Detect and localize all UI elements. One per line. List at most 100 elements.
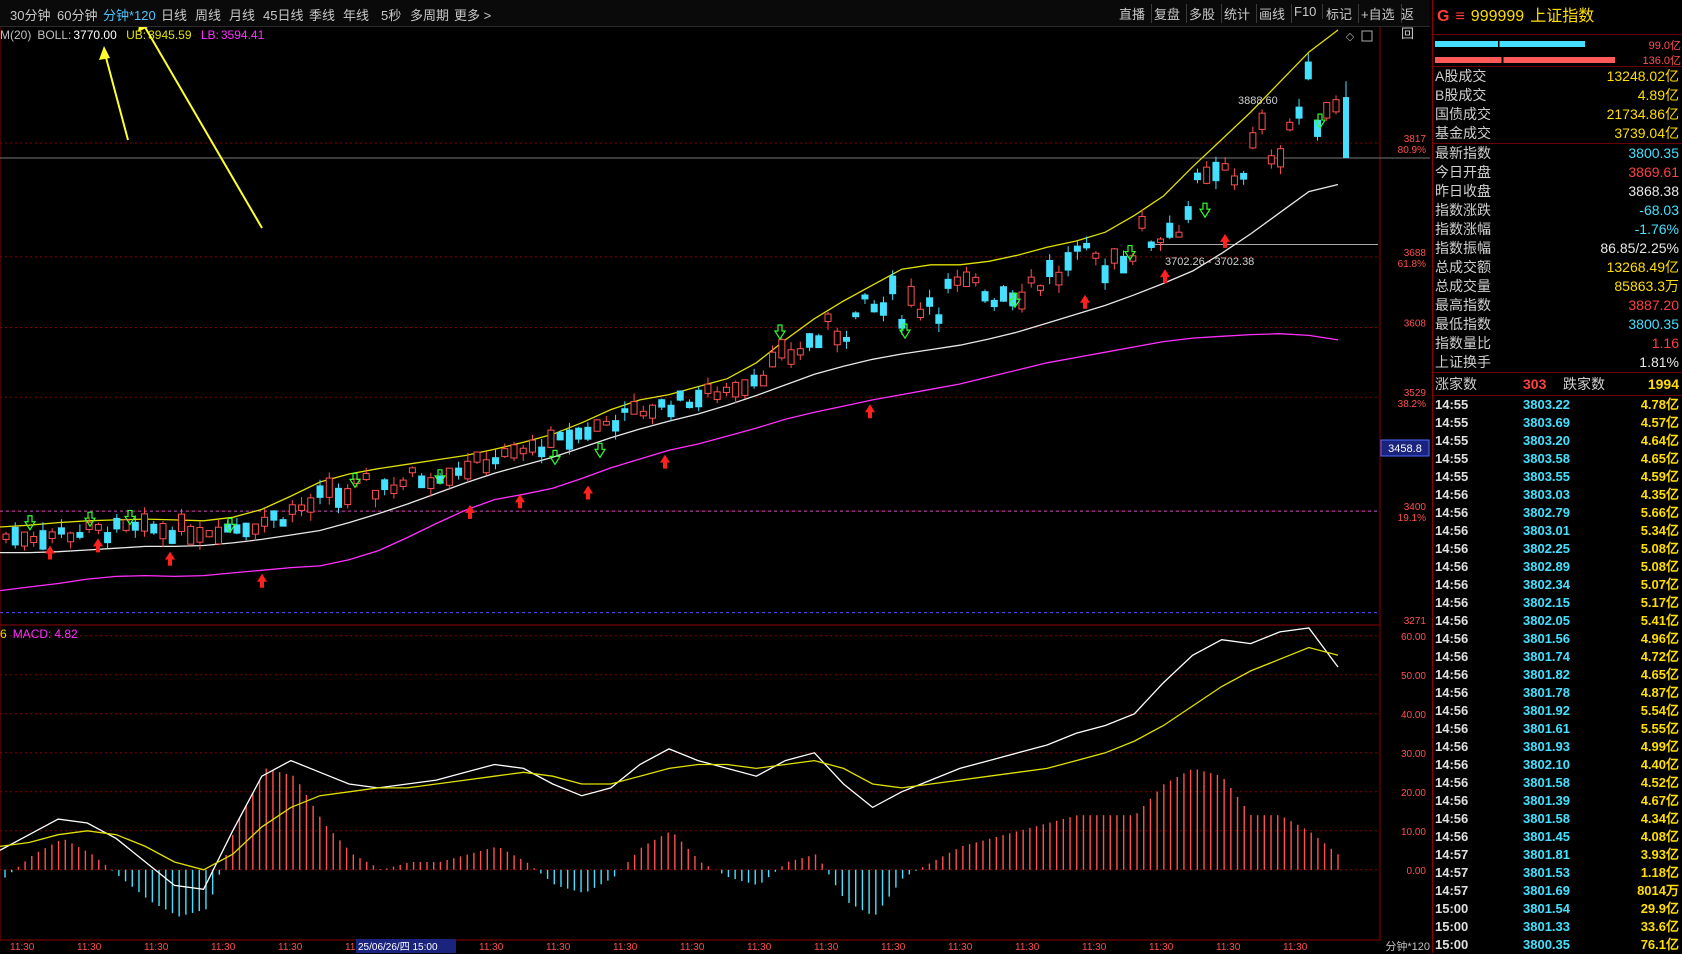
time-tick-label: 11:30 (948, 942, 973, 953)
candle-up (94, 524, 102, 531)
period-quarter[interactable]: 季线 (309, 8, 336, 23)
buy-signal-arrow (1220, 233, 1230, 248)
candle-down (889, 275, 897, 295)
candle-up (325, 477, 333, 498)
stat-label: 总成交量 (1435, 278, 1491, 294)
candle-up (519, 447, 527, 455)
candle-down (1295, 106, 1303, 119)
period-120min[interactable]: 分钟*120 (103, 8, 156, 23)
time-tick-label: 11:30 (77, 942, 102, 953)
more-menu[interactable]: 更多 > (454, 8, 492, 23)
tick-amount: 76.1亿 (1640, 937, 1679, 952)
sell-signal-arrow (123, 509, 137, 526)
period-daily[interactable]: 日线 (161, 8, 188, 23)
draw-line-button[interactable]: 画线 (1253, 4, 1293, 23)
candle-up (907, 285, 915, 306)
multi-stock-button[interactable]: 多股 (1183, 4, 1223, 23)
candle-down (861, 294, 869, 300)
candle-down (492, 457, 500, 465)
stat-row: 总成交量 85863.3万 (1433, 277, 1682, 296)
candle-up (1267, 155, 1275, 165)
candle-down (1101, 265, 1109, 284)
index-title[interactable]: G ≡ 999999 上证指数 (1433, 0, 1682, 35)
tick-row: 14:56 3801.74 4.72亿 (1433, 648, 1682, 666)
tick-row: 14:56 3801.78 4.87亿 (1433, 684, 1682, 702)
period-weekly[interactable]: 周线 (195, 8, 222, 23)
tick-time: 14:56 (1435, 649, 1469, 664)
tick-time: 14:55 (1435, 433, 1469, 448)
candle-up (205, 530, 213, 538)
back-button[interactable]: 返回 (1401, 7, 1415, 41)
period-30min[interactable]: 30分钟 (10, 8, 51, 23)
stat-label: 指数涨幅 (1435, 221, 1491, 237)
tick-row: 14:56 3801.56 4.96亿 (1433, 630, 1682, 648)
candle-up (1249, 132, 1257, 149)
range-price-label: 3702.26 - 3702.38 (1165, 256, 1254, 268)
tick-amount: 5.08亿 (1640, 541, 1679, 556)
tick-price: 3802.89 (1523, 559, 1570, 574)
tick-list[interactable]: 14:55 3803.22 4.78亿 14:55 3803.69 4.57亿 14:55 3… (1433, 396, 1682, 954)
tick-amount: 4.35亿 (1640, 487, 1679, 502)
mark-button[interactable]: 标记 (1320, 4, 1360, 23)
candle-up (464, 460, 472, 480)
strength-bars: 99.0亿 136.0亿 (1433, 35, 1682, 67)
diamond-icon: ◇ (1346, 31, 1355, 43)
add-watchlist-button[interactable]: +自选 (1355, 4, 1402, 23)
buy-signal-arrow (865, 404, 875, 419)
stat-row: 最新指数 3800.35 (1433, 144, 1682, 163)
tick-time: 14:57 (1435, 847, 1469, 862)
candle-up (963, 271, 971, 287)
candle-down (935, 314, 943, 324)
candle-down (575, 427, 583, 440)
candle-up (288, 504, 296, 515)
period-monthly[interactable]: 月线 (229, 8, 256, 23)
candle-up (20, 531, 28, 547)
boll-upper-line (0, 29, 1339, 528)
candle-up (1230, 175, 1238, 186)
statistics-button[interactable]: 统计 (1218, 4, 1258, 23)
replay-button[interactable]: 复盘 (1148, 4, 1188, 23)
tick-row: 14:56 3801.58 4.52亿 (1433, 774, 1682, 792)
candle-up (593, 419, 601, 432)
tick-amount: 5.17亿 (1640, 595, 1679, 610)
tick-time: 14:56 (1435, 793, 1469, 808)
boll-mid-line (0, 183, 1339, 554)
stat-label: 指数振幅 (1435, 240, 1491, 256)
cursor-price-value: 3458.8 (1388, 443, 1422, 455)
candle-up (630, 401, 638, 415)
candle-down (658, 399, 666, 408)
candle-up (1036, 285, 1044, 291)
boll-indicator-line[interactable]: M(20) BOLL: 3770.00 UB: 3945.59 LB: 3594.41 (0, 28, 270, 42)
stat-label: 今日开盘 (1435, 164, 1491, 180)
candle-up (1332, 99, 1340, 113)
period-year[interactable]: 年线 (343, 8, 370, 23)
stat-label: 指数量比 (1435, 335, 1491, 351)
menu-icon[interactable]: ≡ (1455, 8, 1465, 25)
candle-down (676, 390, 684, 401)
tick-row: 14:56 3802.89 5.08亿 (1433, 558, 1682, 576)
buy-signal-arrow (1080, 294, 1090, 309)
f10-button[interactable]: F10 (1288, 4, 1324, 19)
period-5sec[interactable]: 5秒 (381, 8, 402, 23)
period-60min[interactable]: 60分钟 (57, 8, 98, 23)
candle-up (445, 467, 453, 486)
price-tick-label: 3817 (1404, 134, 1427, 145)
period-multi[interactable]: 多周期 (410, 8, 450, 23)
candle-down (279, 519, 287, 527)
period-45day[interactable]: 45日线 (263, 8, 304, 23)
tick-price: 3801.53 (1523, 865, 1570, 880)
sell-signal-arrow (898, 323, 912, 340)
tick-amount: 4.72亿 (1640, 649, 1679, 664)
live-button[interactable]: 直播 (1113, 4, 1153, 23)
date-marker-label: 25/06/26/四 15:00 (358, 942, 438, 953)
sell-signal-arrow (1313, 113, 1327, 130)
macd-indicator-line[interactable]: 6 MACD: 4.82 (0, 627, 78, 641)
buy-signal-arrow (660, 454, 670, 469)
turnover-label: B股成交 (1435, 87, 1487, 103)
candle-down (1064, 252, 1072, 271)
stat-row: 上证换手 1.81% (1433, 353, 1682, 372)
candle-down (104, 532, 112, 544)
candle-up (344, 488, 352, 506)
stat-row: 指数涨跌 -68.03 (1433, 201, 1682, 220)
